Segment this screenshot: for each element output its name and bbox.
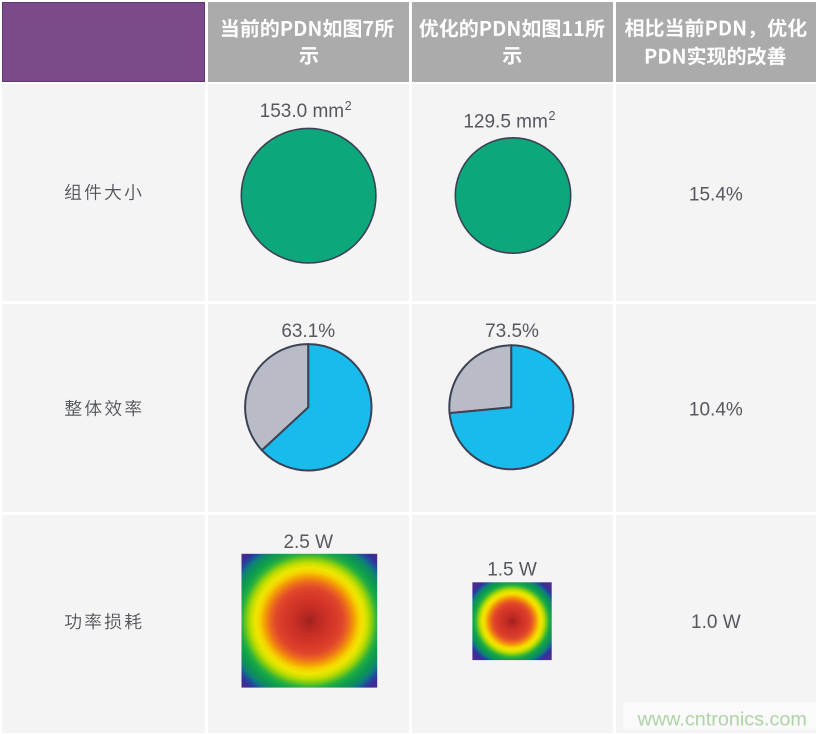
svg-text:1.0 W: 1.0 W <box>691 612 741 633</box>
svg-text:www.cntronics.com: www.cntronics.com <box>637 709 807 731</box>
svg-text:2.5 W: 2.5 W <box>283 532 333 553</box>
svg-text:2: 2 <box>345 99 352 113</box>
svg-text:73.5%: 73.5% <box>485 321 539 342</box>
svg-text:129.5 mm: 129.5 mm <box>463 112 547 133</box>
svg-text:2: 2 <box>549 109 556 123</box>
svg-text:153.0 mm: 153.0 mm <box>260 101 344 122</box>
svg-text:10.4%: 10.4% <box>689 400 743 421</box>
svg-text:1.5 W: 1.5 W <box>487 559 537 580</box>
svg-text:15.4%: 15.4% <box>689 185 743 206</box>
svg-text:63.1%: 63.1% <box>281 321 335 342</box>
